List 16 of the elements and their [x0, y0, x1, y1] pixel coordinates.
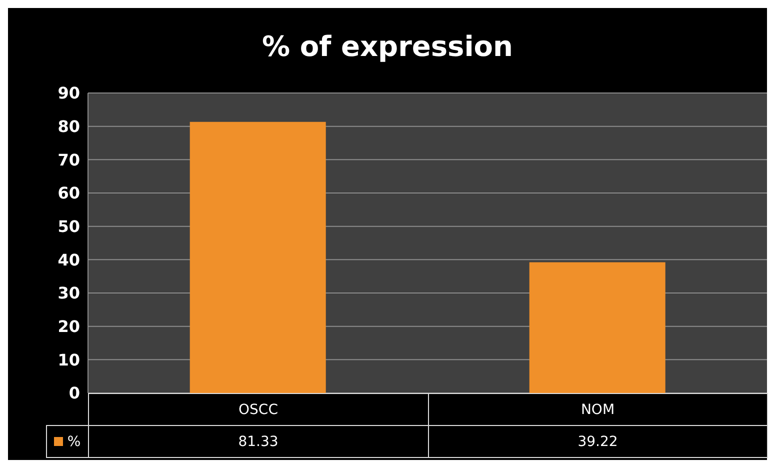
y-tick-label: 50 [58, 217, 80, 236]
legend-label: % [67, 434, 81, 450]
y-tick-label: 30 [58, 284, 80, 303]
x-tick-label: OSCC [88, 393, 428, 426]
y-tick-label: 40 [58, 250, 80, 270]
x-tick-label: NOM [428, 393, 768, 426]
data-label: 39.22 [428, 425, 768, 458]
y-tick-label: 10 [58, 350, 80, 370]
y-tick-label: 80 [58, 117, 80, 136]
y-tick-label: 70 [58, 150, 80, 170]
y-tick-label: 0 [68, 384, 80, 403]
y-tick-label: 20 [58, 317, 80, 336]
y-tick-label: 60 [58, 184, 80, 203]
data-label: 81.33 [88, 425, 428, 458]
chart-title: % of expression [261, 30, 514, 63]
y-tick-label: 90 [58, 84, 80, 103]
